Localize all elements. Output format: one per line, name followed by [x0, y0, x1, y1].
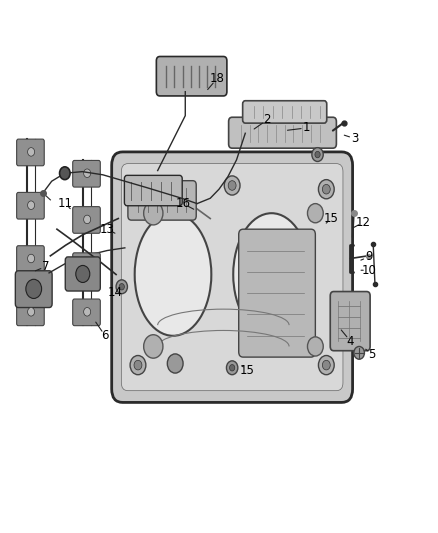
Ellipse shape	[135, 213, 211, 336]
Circle shape	[167, 354, 183, 373]
FancyBboxPatch shape	[17, 139, 44, 166]
FancyBboxPatch shape	[121, 164, 343, 391]
Circle shape	[144, 201, 163, 225]
FancyBboxPatch shape	[112, 152, 353, 402]
Text: 5: 5	[369, 348, 376, 361]
FancyBboxPatch shape	[243, 101, 327, 123]
Text: 13: 13	[100, 223, 115, 236]
Ellipse shape	[233, 213, 310, 336]
Circle shape	[28, 148, 35, 156]
Text: 10: 10	[361, 264, 376, 277]
Circle shape	[354, 346, 364, 359]
Circle shape	[322, 184, 330, 194]
Text: 15: 15	[324, 212, 339, 225]
FancyBboxPatch shape	[239, 229, 315, 357]
Circle shape	[84, 169, 91, 177]
FancyBboxPatch shape	[15, 271, 52, 308]
Circle shape	[226, 361, 238, 375]
Circle shape	[134, 184, 142, 194]
FancyBboxPatch shape	[73, 299, 100, 326]
FancyBboxPatch shape	[73, 207, 100, 233]
FancyBboxPatch shape	[156, 56, 227, 96]
Text: 2: 2	[263, 114, 271, 126]
FancyBboxPatch shape	[73, 160, 100, 187]
FancyBboxPatch shape	[330, 292, 370, 351]
FancyBboxPatch shape	[128, 181, 196, 220]
FancyBboxPatch shape	[17, 192, 44, 219]
Text: 16: 16	[176, 197, 191, 210]
Circle shape	[84, 215, 91, 224]
Text: 3: 3	[351, 132, 358, 145]
Circle shape	[28, 201, 35, 209]
Circle shape	[26, 279, 42, 298]
Circle shape	[230, 365, 235, 371]
Circle shape	[119, 284, 124, 290]
Circle shape	[144, 335, 163, 358]
Text: 6: 6	[101, 329, 109, 342]
Text: 15: 15	[240, 364, 255, 377]
Circle shape	[307, 337, 323, 356]
FancyBboxPatch shape	[73, 253, 100, 279]
FancyBboxPatch shape	[229, 117, 336, 148]
Circle shape	[318, 356, 334, 375]
Text: 14: 14	[107, 286, 122, 298]
Circle shape	[318, 180, 334, 199]
Text: 12: 12	[356, 216, 371, 229]
Circle shape	[28, 254, 35, 263]
Text: 4: 4	[346, 335, 354, 348]
Text: 1: 1	[303, 122, 311, 134]
Circle shape	[224, 176, 240, 195]
Circle shape	[307, 204, 323, 223]
Circle shape	[84, 308, 91, 316]
Text: 7: 7	[42, 260, 50, 273]
Text: 11: 11	[57, 197, 72, 210]
Text: 9: 9	[365, 251, 373, 263]
Circle shape	[312, 148, 323, 161]
Circle shape	[228, 181, 236, 190]
Circle shape	[130, 356, 146, 375]
Circle shape	[84, 261, 91, 270]
Circle shape	[322, 360, 330, 370]
Text: 18: 18	[209, 72, 224, 85]
FancyBboxPatch shape	[124, 175, 182, 206]
Circle shape	[315, 151, 320, 158]
FancyBboxPatch shape	[17, 299, 44, 326]
Circle shape	[60, 167, 70, 180]
Circle shape	[134, 360, 142, 370]
Circle shape	[28, 308, 35, 316]
Circle shape	[116, 280, 127, 294]
Circle shape	[76, 265, 90, 282]
FancyBboxPatch shape	[17, 246, 44, 272]
Circle shape	[130, 180, 146, 199]
FancyBboxPatch shape	[65, 257, 100, 291]
